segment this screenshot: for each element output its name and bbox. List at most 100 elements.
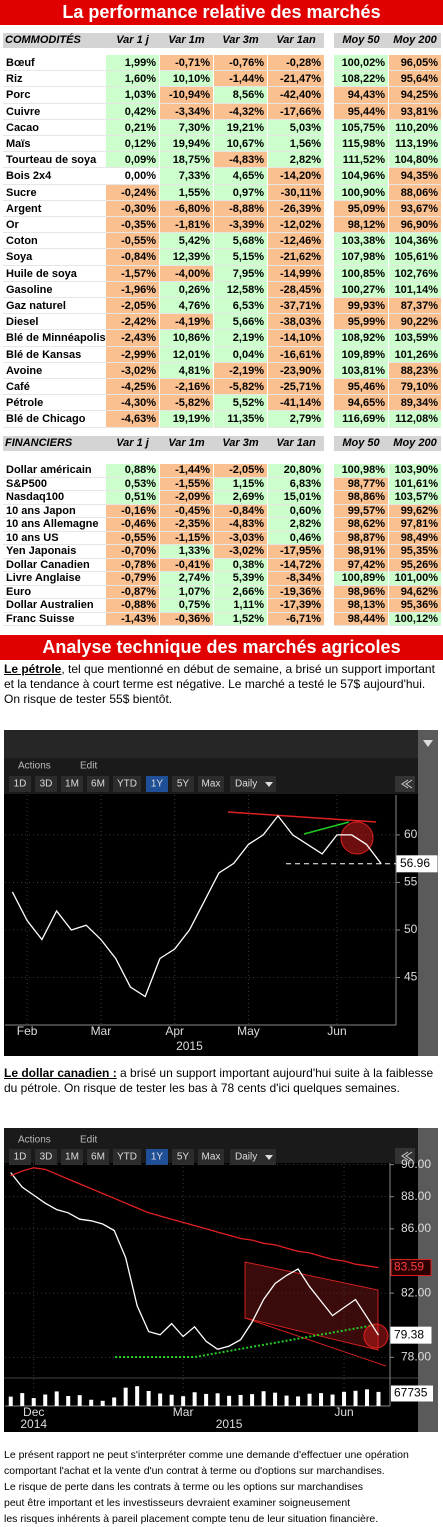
value-cell: 12,01% [160,346,213,363]
value-cell: 94,62% [389,585,441,599]
name-cell: Avoine [3,362,106,379]
value-cell: -0,35% [106,217,159,234]
value-cell: 98,13% [334,599,388,613]
value-cell: 97,42% [334,558,388,572]
value-cell: 101,61% [389,477,441,491]
value-cell: 0,00% [106,168,159,185]
range-button-label: 5Y [177,1152,190,1163]
value-cell: 87,37% [389,298,441,315]
volume-bar [296,1396,301,1406]
value-cell: 1,60% [106,71,159,88]
range-button [87,1149,109,1165]
volume-bar [112,1397,117,1406]
volume-bar [135,1386,140,1406]
year-label: 2015 [176,1039,203,1053]
value-cell: 7,95% [214,265,267,282]
volume-bar [365,1389,370,1406]
value-cell: 0,46% [268,531,324,545]
value-cell: -3,39% [214,217,267,234]
y-tick-label: 50 [404,922,418,936]
scrollbar [418,730,438,1056]
value-cell: -0,45% [160,504,213,518]
value-cell: -1,44% [214,71,267,88]
value-cell: 93,81% [389,103,441,120]
value-cell: 107,98% [334,249,388,266]
name-cell: Euro [3,585,106,599]
value-cell: -3,03% [214,531,267,545]
value-cell: 96,90% [389,217,441,234]
name-cell: Soya [3,249,106,266]
value-cell: -0,84% [214,504,267,518]
value-cell: -4,00% [160,265,213,282]
toolbar-item: Edit [80,761,97,772]
volume-bar [43,1394,48,1406]
range-button [230,1149,276,1165]
value-cell: -5,82% [214,379,267,396]
value-cell: 10,67% [214,136,267,153]
name-cell: Dollar américain [3,464,106,478]
volume-bar [238,1394,243,1406]
price-tag-bg [390,1326,432,1344]
value-cell: 19,94% [160,136,213,153]
price-tag: 79.38 [394,1327,424,1341]
value-cell: -28,45% [268,281,324,298]
name-cell: Bœuf [3,55,106,72]
value-cell: -37,71% [268,298,324,315]
range-button-label: 1M [65,1152,79,1163]
value-cell: -17,95% [268,545,324,559]
value-cell: -19,36% [268,585,324,599]
value-cell: 115,98% [334,136,388,153]
name-cell: Huile de soya [3,265,106,282]
value-cell: 103,38% [334,233,388,250]
value-cell: 19,19% [160,411,213,428]
value-cell: -0,78% [106,558,159,572]
value-cell: 2,82% [268,152,324,169]
volume-bar [20,1393,25,1406]
year-label: 2014 [20,1417,47,1431]
value-cell: -2,99% [106,346,159,363]
paragraph-text: , tel que mentionné en début de semaine,… [4,662,435,706]
value-cell: 1,99% [106,55,159,72]
value-cell: 98,86% [334,491,388,505]
value-cell: -30,11% [268,184,324,201]
volume-bar [376,1391,381,1406]
table-header-bg [3,436,324,451]
value-cell: 5,15% [214,249,267,266]
value-cell: 103,90% [389,464,441,478]
channel-line [244,1317,387,1367]
volume-bar [250,1394,255,1406]
support-line [303,821,350,835]
name-cell: 10 ans US [3,531,106,545]
value-cell: -4,63% [106,411,159,428]
value-cell: 2,74% [160,572,213,586]
value-cell: 94,25% [389,87,441,104]
range-button-label: YTD [117,1152,137,1163]
year-label: 2015 [216,1417,243,1431]
chart: Actions Edit 1D 3D 1M 6M YTD 1Y 5Y Max Daily 78.00 8… [4,1128,438,1432]
y-tick-label: 86.00 [401,1221,431,1235]
value-cell: -16,61% [268,346,324,363]
value-cell: 95,44% [334,103,388,120]
value-cell: 0,42% [106,103,159,120]
collapse-icon [401,779,413,789]
volume-bar [89,1399,94,1406]
value-cell: 94,35% [389,168,441,185]
value-cell: 10,86% [160,330,213,347]
value-cell: 98,77% [334,477,388,491]
value-cell: 95,36% [389,599,441,613]
value-cell: 6,83% [268,477,324,491]
value-cell: 100,12% [389,612,441,626]
value-cell: 100,98% [334,464,388,478]
value-cell: 0,04% [214,346,267,363]
x-tick-label: May [237,1024,260,1038]
value-cell: 103,81% [334,362,388,379]
value-cell: -1,44% [160,464,213,478]
value-cell: 105,61% [389,249,441,266]
range-button-label: 1D [14,779,27,790]
name-cell: Yen Japonais [3,545,106,559]
value-cell: 2,79% [268,411,324,428]
value-cell: -6,71% [268,612,324,626]
y-tick-label: 60 [404,827,418,841]
value-cell: 111,52% [334,152,388,169]
name-cell: Tourteau de soya [3,152,106,169]
